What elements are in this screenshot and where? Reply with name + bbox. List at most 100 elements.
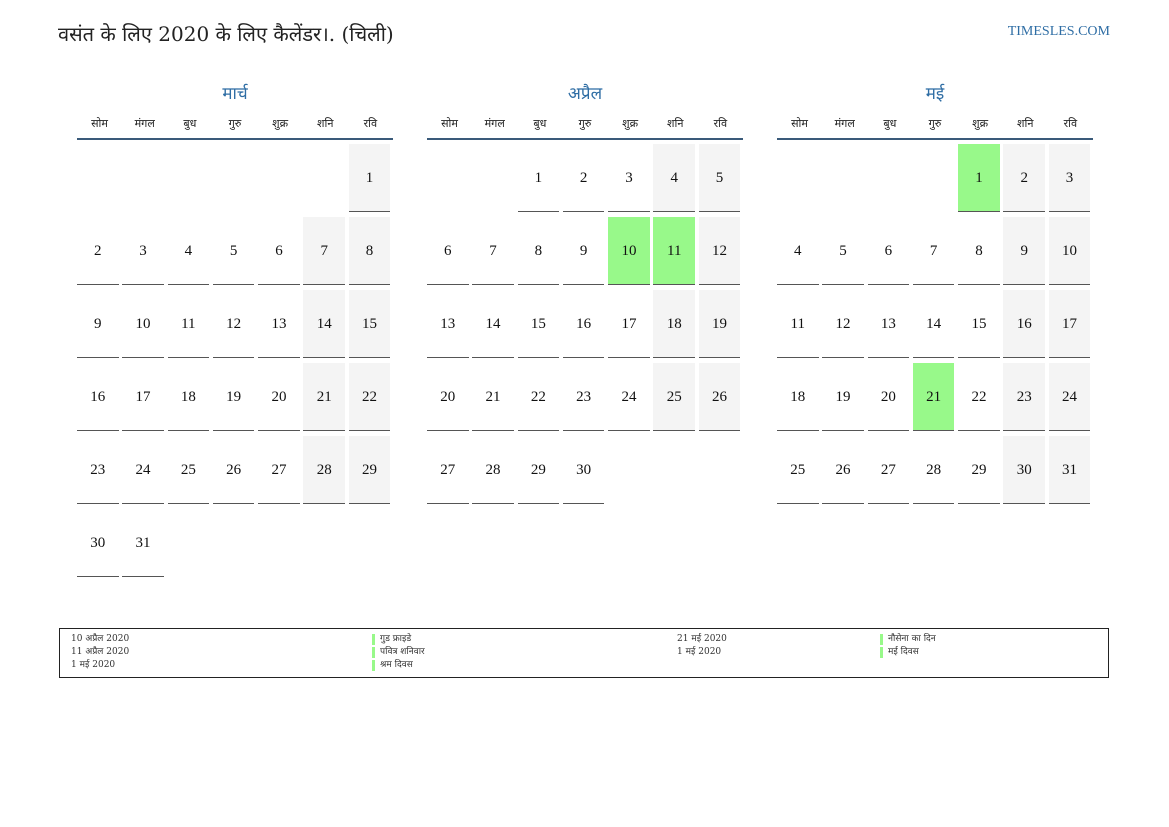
day-cell[interactable]: 10 [122,290,164,358]
day-cell[interactable]: 27 [867,436,910,504]
weekday-header: सोम मंगल बुध गुरु शुक्र शनि रवि [777,108,1093,140]
day-cell[interactable]: 13 [427,290,469,358]
day-cell[interactable]: 16 [562,290,605,358]
day-cell[interactable]: 14 [303,290,345,358]
day-cell[interactable]: 21 [303,363,345,431]
holiday-day-cell[interactable]: 11 [653,217,695,285]
day-cell[interactable]: 2 [77,217,119,285]
day-cell[interactable]: 18 [167,363,210,431]
day-cell[interactable]: 14 [912,290,955,358]
day-cell[interactable]: 12 [822,290,864,358]
day-cell[interactable]: 29 [958,436,1000,504]
site-link[interactable]: TIMESLES.COM [1007,24,1110,39]
day-cell[interactable]: 31 [122,509,164,577]
day-cell[interactable]: 7 [472,217,514,285]
day-cell[interactable]: 24 [122,436,164,504]
day-cell[interactable]: 26 [212,436,255,504]
day-cell[interactable]: 31 [1048,436,1091,504]
day-cell[interactable]: 1 [348,144,391,212]
day-grid: 1 2 3 4 5 6 7 8 9 10 11 12 13 14 15 16 17 18 19 20 21 22 23 24 2… [427,144,743,504]
day-cell[interactable]: 12 [212,290,255,358]
day-cell[interactable]: 12 [698,217,741,285]
day-cell[interactable]: 11 [777,290,819,358]
day-cell[interactable]: 22 [348,363,391,431]
empty-cell [913,144,955,212]
day-cell[interactable]: 16 [1003,290,1045,358]
day-cell[interactable]: 11 [167,290,210,358]
day-cell[interactable]: 27 [258,436,300,504]
day-cell[interactable]: 9 [1003,217,1045,285]
day-cell[interactable]: 20 [427,363,469,431]
weekday-label: शनि [317,116,334,130]
day-cell[interactable]: 18 [653,290,695,358]
day-cell[interactable]: 27 [427,436,469,504]
day-cell[interactable]: 30 [1003,436,1045,504]
holiday-day-cell[interactable]: 1 [958,144,1000,212]
day-cell[interactable]: 5 [822,217,864,285]
day-cell[interactable]: 7 [912,217,955,285]
day-cell[interactable]: 30 [562,436,605,504]
day-cell[interactable]: 17 [608,290,650,358]
day-cell[interactable]: 29 [348,436,391,504]
day-cell[interactable]: 16 [77,363,119,431]
month-calendar: मई सोम मंगल बुध गुरु शुक्र शनि रवि 1 2 3 4 5 6 7 8 9 10 11… [777,82,1093,504]
day-cell[interactable]: 15 [517,290,560,358]
day-cell[interactable]: 25 [167,436,210,504]
day-cell[interactable]: 15 [958,290,1000,358]
day-cell[interactable]: 17 [122,363,164,431]
day-cell[interactable]: 7 [303,217,345,285]
day-cell[interactable]: 5 [212,217,255,285]
day-cell[interactable]: 5 [698,144,741,212]
day-cell[interactable]: 19 [212,363,255,431]
holiday-day-cell[interactable]: 10 [608,217,650,285]
day-cell[interactable]: 28 [303,436,345,504]
day-cell[interactable]: 26 [698,363,741,431]
day-cell[interactable]: 3 [1048,144,1091,212]
day-cell[interactable]: 1 [517,144,560,212]
day-cell[interactable]: 29 [517,436,560,504]
day-cell[interactable]: 9 [77,290,119,358]
day-cell[interactable]: 17 [1048,290,1091,358]
day-cell[interactable]: 4 [653,144,695,212]
day-cell[interactable]: 23 [562,363,605,431]
day-cell[interactable]: 15 [348,290,391,358]
day-cell[interactable]: 10 [1048,217,1091,285]
day-cell[interactable]: 3 [122,217,164,285]
day-cell[interactable]: 6 [867,217,910,285]
day-cell[interactable]: 23 [1003,363,1045,431]
day-cell[interactable]: 8 [958,217,1000,285]
day-cell[interactable]: 2 [1003,144,1045,212]
day-cell[interactable]: 4 [777,217,819,285]
day-cell[interactable]: 4 [167,217,210,285]
day-cell[interactable]: 25 [777,436,819,504]
day-cell[interactable]: 13 [867,290,910,358]
day-cell[interactable]: 22 [517,363,560,431]
day-cell[interactable]: 8 [348,217,391,285]
day-cell[interactable]: 9 [562,217,605,285]
day-cell[interactable]: 23 [77,436,119,504]
day-cell[interactable]: 19 [698,290,741,358]
day-cell[interactable]: 20 [867,363,910,431]
day-cell[interactable]: 19 [822,363,864,431]
day-cell[interactable]: 28 [912,436,955,504]
day-cell[interactable]: 30 [77,509,119,577]
day-cell[interactable]: 6 [427,217,469,285]
holiday-day-cell[interactable]: 21 [912,363,955,431]
day-cell[interactable]: 25 [653,363,695,431]
day-cell[interactable]: 22 [958,363,1000,431]
day-cell[interactable]: 18 [777,363,819,431]
day-cell[interactable]: 3 [608,144,650,212]
day-cell[interactable]: 6 [258,217,300,285]
day-cell[interactable]: 20 [258,363,300,431]
legend-date: 11 अप्रैल 2020 [71,647,130,657]
day-cell[interactable]: 2 [562,144,605,212]
day-cell[interactable]: 24 [608,363,650,431]
day-cell[interactable]: 14 [472,290,514,358]
day-cell[interactable]: 8 [517,217,560,285]
day-cell[interactable]: 26 [822,436,864,504]
day-cell[interactable]: 24 [1048,363,1091,431]
day-cell[interactable]: 13 [258,290,300,358]
day-cell[interactable]: 21 [472,363,514,431]
day-cell[interactable]: 28 [472,436,514,504]
weekday-label: सोम [91,116,108,130]
